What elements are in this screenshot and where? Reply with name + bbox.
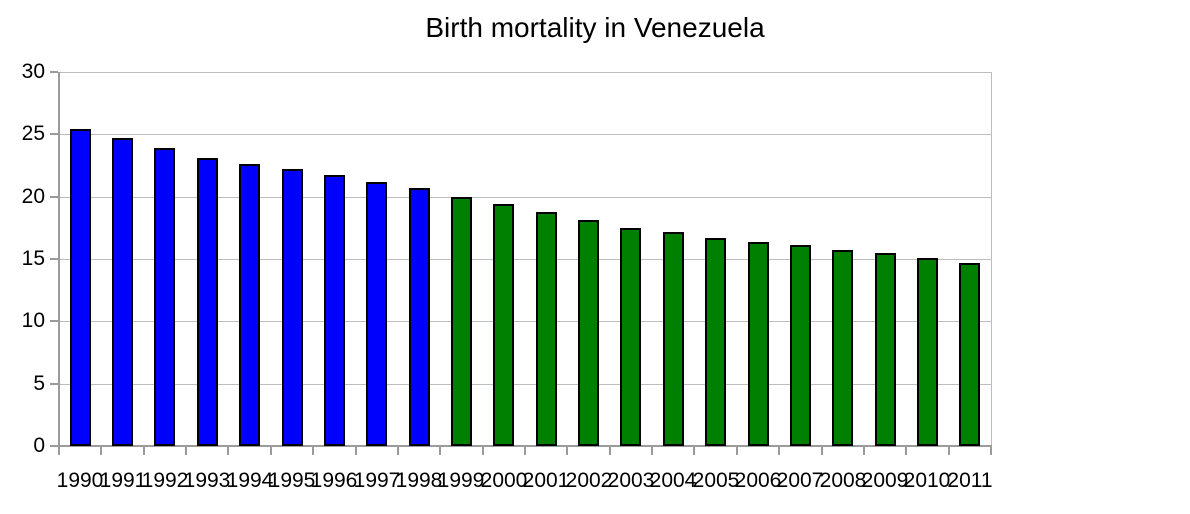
x-axis-tick-label: 1996 <box>310 469 358 492</box>
y-tick-30 <box>50 71 58 73</box>
x-tick <box>905 446 907 455</box>
x-axis-tick-label: 2000 <box>480 469 528 492</box>
x-axis-tick-label: 2010 <box>903 469 951 492</box>
x-tick <box>566 446 568 455</box>
x-tick <box>482 446 484 455</box>
bar-2002 <box>578 220 599 446</box>
y-tick-20 <box>50 196 58 198</box>
bar-2000 <box>493 204 514 446</box>
x-tick <box>312 446 314 455</box>
x-tick <box>270 446 272 455</box>
bar-1994 <box>239 164 260 446</box>
y-axis <box>58 72 60 446</box>
bar-1990 <box>70 129 91 446</box>
x-tick <box>990 446 992 455</box>
bar-2004 <box>663 232 684 446</box>
gridline-25 <box>59 134 991 135</box>
bar-1992 <box>154 148 175 446</box>
bar-2011 <box>959 263 980 446</box>
x-axis-tick-label: 2001 <box>522 469 570 492</box>
x-axis-tick-label: 2003 <box>607 469 655 492</box>
plot-right-border <box>991 72 992 446</box>
x-axis-tick-label: 1993 <box>183 469 231 492</box>
x-tick <box>948 446 950 455</box>
gridline-30 <box>59 72 991 73</box>
bar-2008 <box>832 250 853 446</box>
bar-1998 <box>409 188 430 446</box>
y-axis-tick-label: 15 <box>21 247 45 270</box>
y-axis-tick-label: 5 <box>33 372 45 395</box>
x-tick <box>651 446 653 455</box>
x-axis-tick-label: 2009 <box>861 469 909 492</box>
y-axis-tick-label: 20 <box>21 185 45 208</box>
x-axis-tick-label: 1998 <box>395 469 443 492</box>
x-axis-tick-label: 2005 <box>692 469 740 492</box>
y-tick-0 <box>50 445 58 447</box>
x-axis-tick-label: 1992 <box>141 469 189 492</box>
x-axis-tick-label: 1990 <box>56 469 104 492</box>
y-axis-tick-label: 25 <box>21 122 45 145</box>
y-tick-15 <box>50 258 58 260</box>
x-tick <box>397 446 399 455</box>
x-tick <box>524 446 526 455</box>
plot-area <box>50 71 992 455</box>
x-axis-tick-label: 1999 <box>437 469 485 492</box>
bar-2007 <box>790 245 811 446</box>
x-tick <box>58 446 60 455</box>
x-axis-tick-label: 2007 <box>776 469 824 492</box>
y-tick-10 <box>50 320 58 322</box>
x-tick <box>185 446 187 455</box>
x-tick <box>609 446 611 455</box>
bar-2009 <box>875 253 896 446</box>
x-axis-tick-label: 1991 <box>99 469 147 492</box>
x-tick <box>778 446 780 455</box>
gridline-10 <box>59 321 991 322</box>
x-tick <box>227 446 229 455</box>
bar-2001 <box>536 212 557 446</box>
x-axis-tick-label: 1995 <box>268 469 316 492</box>
x-tick <box>863 446 865 455</box>
bar-1991 <box>112 138 133 446</box>
bar-2010 <box>917 258 938 446</box>
y-axis-tick-label: 0 <box>33 434 45 457</box>
x-axis-tick-label: 1994 <box>226 469 274 492</box>
bar-2003 <box>620 228 641 446</box>
x-tick <box>100 446 102 455</box>
x-tick <box>355 446 357 455</box>
chart-title: Birth mortality in Venezuela <box>425 12 765 43</box>
bar-1996 <box>324 175 345 446</box>
bar-1995 <box>282 169 303 446</box>
x-axis-tick-label: 2004 <box>649 469 697 492</box>
gridline-5 <box>59 384 991 385</box>
bar-2006 <box>748 242 769 446</box>
x-axis-tick-label: 1997 <box>353 469 401 492</box>
y-axis-tick-label: 10 <box>21 309 45 332</box>
y-axis-tick-label: 30 <box>21 60 45 83</box>
bar-1993 <box>197 158 218 446</box>
x-axis-tick-label: 2008 <box>819 469 867 492</box>
y-tick-25 <box>50 133 58 135</box>
x-axis-tick-label: 2002 <box>565 469 613 492</box>
gridline-15 <box>59 259 991 260</box>
x-tick <box>736 446 738 455</box>
bar-1997 <box>366 182 387 446</box>
x-tick <box>693 446 695 455</box>
x-axis-tick-label: 2011 <box>947 469 993 492</box>
x-tick <box>439 446 441 455</box>
bar-1999 <box>451 197 472 446</box>
x-tick <box>821 446 823 455</box>
y-tick-5 <box>50 383 58 385</box>
x-axis-tick-label: 2006 <box>734 469 782 492</box>
gridline-20 <box>59 197 991 198</box>
x-tick <box>143 446 145 455</box>
bar-2005 <box>705 238 726 446</box>
